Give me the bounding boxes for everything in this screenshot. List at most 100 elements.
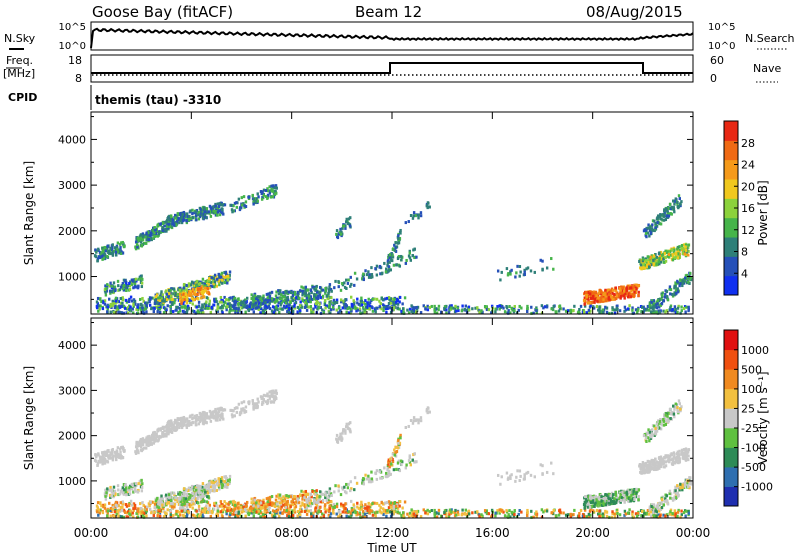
power-cell: [161, 299, 164, 303]
velocity-cell: [134, 506, 137, 510]
velocity-cell: [109, 456, 112, 460]
velocity-cell: [324, 503, 327, 507]
power-cell: [412, 248, 415, 252]
velocity-cell: [600, 514, 603, 518]
velocity-cell: [332, 502, 336, 506]
power-cell: [624, 290, 628, 294]
power-cell: [105, 305, 108, 309]
power-cell: [228, 309, 232, 313]
velocity-cell: [112, 491, 115, 495]
power-cell: [182, 210, 186, 214]
velocity-cell: [214, 407, 217, 411]
power-cell: [409, 214, 413, 218]
power-cell: [118, 304, 121, 308]
power-cell: [543, 305, 547, 309]
velocity-cell: [366, 505, 369, 509]
power-cell: [219, 280, 223, 284]
power-cell: [485, 308, 489, 312]
power-cell: [362, 305, 365, 309]
power-cell: [199, 292, 202, 296]
power-cell: [684, 245, 687, 249]
velocity-cell: [332, 507, 335, 511]
power-cell: [103, 287, 107, 291]
power-cell: [626, 291, 629, 295]
power-cell: [178, 303, 182, 307]
power-cell: [105, 287, 108, 291]
power-cell: [345, 287, 348, 291]
power-cell: [664, 293, 667, 297]
power-cell: [664, 255, 667, 259]
power-cell: [398, 237, 402, 241]
velocity-cell: [215, 513, 218, 517]
power-cell: [141, 296, 144, 300]
velocity-cell: [386, 509, 389, 513]
power-cell: [665, 251, 669, 255]
power-cell: [303, 294, 307, 298]
power-cell: [541, 268, 544, 272]
velocity-cell: [101, 459, 104, 463]
power-cell: [569, 308, 572, 312]
velocity-cell: [180, 420, 183, 424]
velocity-cell: [335, 502, 339, 506]
velocity-cell: [191, 413, 194, 417]
power-cell: [318, 302, 321, 306]
noise-tick-left-top: 10^5: [59, 22, 86, 33]
power-cell: [201, 309, 204, 313]
power-cell: [338, 230, 342, 234]
velocity-cell: [153, 439, 156, 443]
power-cell: [278, 289, 282, 293]
power-cell: [403, 296, 407, 300]
power-cell: [402, 310, 405, 314]
velocity-cell: [597, 512, 600, 516]
velocity-cell: [363, 512, 367, 516]
power-cell: [116, 248, 119, 252]
power-cell: [645, 265, 649, 269]
power-cell: [675, 252, 678, 256]
power-cell: [411, 254, 414, 258]
velocity-cell: [214, 501, 218, 505]
power-cell: [107, 249, 110, 253]
power-cell: [185, 212, 189, 216]
power-cell: [251, 302, 254, 306]
power-cell: [353, 271, 357, 275]
power-cell: [642, 266, 645, 270]
power-cell: [217, 208, 220, 212]
power-cell: [214, 202, 217, 206]
power-cell: [679, 311, 682, 315]
power-cell: [183, 304, 187, 308]
velocity-cell: [543, 509, 547, 513]
velocity-cell: [163, 429, 166, 433]
power-cell: [367, 270, 370, 274]
power-cell: [677, 304, 680, 308]
power-cell: [196, 297, 200, 301]
power-cell: [368, 304, 372, 308]
power-cell: [606, 292, 609, 296]
velocity-cell: [104, 488, 107, 492]
velocity-cell: [379, 506, 382, 510]
velocity-cell: [252, 514, 255, 518]
power-cell: [177, 292, 180, 296]
power-cell: [312, 307, 315, 311]
power-cell: [558, 304, 562, 308]
power-cell: [626, 284, 629, 288]
power-cell: [96, 257, 100, 261]
velocity-cell: [392, 512, 395, 516]
power-cell: [370, 273, 374, 277]
power-cell: [145, 304, 148, 308]
power-cell: [177, 310, 180, 314]
velocity-cell: [299, 513, 302, 517]
velocity-cell: [223, 408, 227, 412]
power-cell: [344, 298, 347, 302]
power-cell: [650, 263, 653, 267]
velocity-cell: [342, 503, 345, 507]
velocity-cell: [215, 504, 218, 508]
power-cell: [389, 310, 393, 314]
velocity-cell: [120, 508, 124, 512]
power-cell: [141, 232, 145, 236]
velocity-cell: [658, 509, 661, 513]
power-cell: [183, 289, 186, 293]
power-cell: [101, 307, 105, 311]
power-cell: [589, 309, 592, 313]
velocity-cell: [589, 508, 592, 512]
